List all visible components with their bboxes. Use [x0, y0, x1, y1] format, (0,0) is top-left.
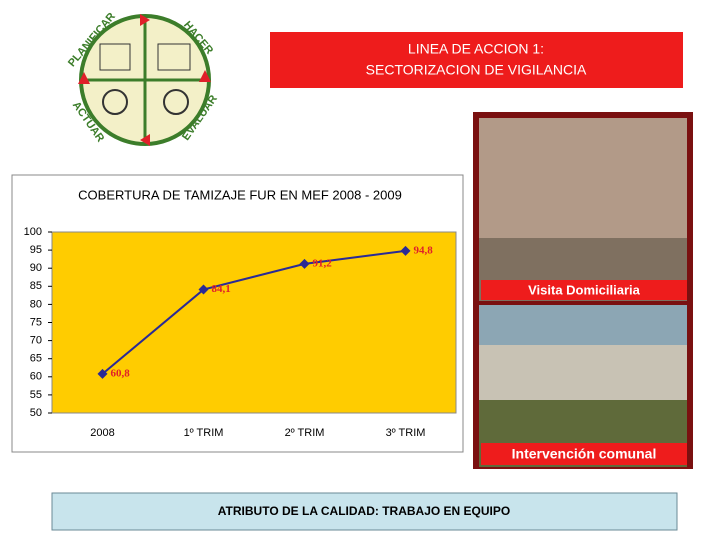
- x-tick-label: 2008: [90, 427, 114, 439]
- cycle-icon: [102, 89, 128, 115]
- data-label: 91,2: [313, 257, 333, 269]
- x-tick-label: 2º TRIM: [285, 427, 325, 439]
- x-tick-label: 1º TRIM: [184, 427, 224, 439]
- chart-title: COBERTURA DE TAMIZAJE FUR EN MEF 2008 - …: [78, 187, 402, 202]
- cycle-arrow: [199, 70, 211, 82]
- data-label: 84,1: [212, 283, 231, 295]
- y-tick-label: 50: [30, 407, 42, 419]
- photo-wall: [479, 118, 687, 238]
- marker: [198, 284, 209, 295]
- y-tick-label: 70: [30, 335, 42, 347]
- y-tick-label: 90: [30, 262, 42, 274]
- footer-text: ATRIBUTO DE LA CALIDAD: TRABAJO EN EQUIP…: [218, 504, 510, 518]
- caption-bar: [481, 280, 687, 300]
- photo-caption: Intervención comunal: [512, 446, 657, 462]
- marker: [299, 258, 310, 269]
- header-box: [270, 32, 683, 88]
- cycle-icon: [99, 43, 131, 71]
- photo-caption: Visita Domiciliaria: [528, 282, 641, 297]
- header-title: SECTORIZACION DE VIGILANCIA: [366, 62, 587, 78]
- data-label: 60,8: [111, 367, 131, 379]
- plot-area: [51, 231, 457, 414]
- cycle-arrow: [140, 134, 150, 146]
- chart: 50 55 60 65 70 75 80 85 90 95 100 2008 1º TRIM 2º TRI…: [24, 226, 457, 439]
- line: [101, 249, 406, 375]
- y-tick-label: 80: [30, 298, 42, 310]
- y-tick-label: 85: [30, 280, 42, 292]
- header-title: LINEA DE ACCION 1:: [408, 41, 544, 57]
- photo-sky: [479, 305, 687, 345]
- marker: [400, 245, 411, 256]
- cycle-icon: [163, 89, 189, 115]
- y-tick-label: 95: [30, 244, 42, 256]
- y-tick-label: 65: [30, 353, 42, 365]
- cycle-arrow: [78, 72, 90, 84]
- caption-bar: [481, 443, 687, 465]
- data-label: 94,8: [414, 244, 434, 256]
- x-tick-label: 3º TRIM: [386, 427, 426, 439]
- y-tick-label: 100: [24, 226, 42, 238]
- y-tick-label: 75: [30, 316, 42, 328]
- cycle-icon: [157, 43, 191, 71]
- cycle-arrow: [140, 14, 150, 26]
- y-tick-label: 60: [30, 371, 42, 383]
- y-tick-label: 55: [30, 389, 42, 401]
- marker: [97, 368, 108, 379]
- footer-box: [51, 492, 678, 531]
- cycle-logo: PLANIFICAR HACER EVALUAR ACTUAR: [66, 11, 220, 146]
